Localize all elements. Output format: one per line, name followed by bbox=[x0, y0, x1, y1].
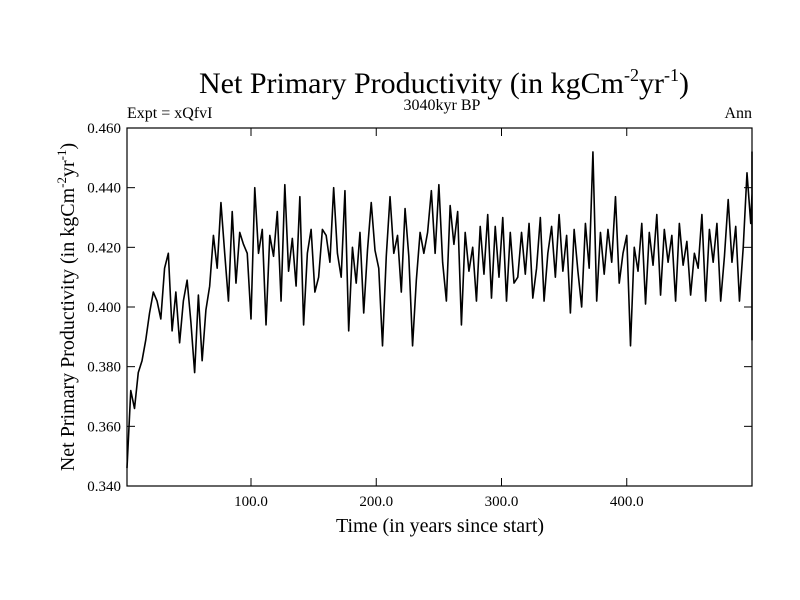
chart-title-sup1: -2 bbox=[624, 65, 639, 85]
y-tick-label-2: 0.380 bbox=[87, 360, 121, 376]
chart-title-mid: yr bbox=[639, 67, 664, 100]
subtitle-left: Expt = xQfvI bbox=[127, 105, 212, 122]
x-axis-ticks: 100.0 200.0 300.0 400.0 bbox=[234, 128, 644, 510]
y-tick-label-1: 0.360 bbox=[87, 419, 121, 435]
y-axis-ticks: 0.340 0.360 0.380 0.400 0.420 0.440 0.460 bbox=[87, 121, 752, 495]
x-tick-label-2: 300.0 bbox=[485, 494, 519, 510]
x-axis-label: Time (in years since start) bbox=[336, 515, 544, 537]
x-tick-label-1: 200.0 bbox=[359, 494, 393, 510]
y-axis-label: Net Primary Productivity (in kgCm-2yr-1) bbox=[54, 143, 79, 471]
npp-series-line bbox=[126, 151, 753, 469]
chart-title-sup2: -1 bbox=[664, 65, 679, 85]
plot-area: 0.340 0.360 0.380 0.400 0.420 0.440 0.460 100.… bbox=[87, 121, 753, 510]
y-tick-label-6: 0.460 bbox=[87, 121, 121, 137]
y-tick-label-0: 0.340 bbox=[87, 479, 121, 495]
chart-title-end: ) bbox=[679, 67, 689, 100]
chart-title-main: Net Primary Productivity (in kgCm bbox=[199, 67, 624, 100]
y-tick-label-4: 0.420 bbox=[87, 240, 121, 256]
y-tick-label-3: 0.400 bbox=[87, 300, 121, 316]
x-tick-label-3: 400.0 bbox=[610, 494, 644, 510]
subtitle-right: Ann bbox=[724, 105, 752, 122]
y-tick-label-5: 0.440 bbox=[87, 181, 121, 197]
y-axis-label-mid: yr bbox=[57, 160, 79, 177]
y-axis-label-main: Net Primary Productivity (in kgCm bbox=[57, 187, 79, 471]
chart-title: Net Primary Productivity (in kgCm-2yr-1) bbox=[199, 65, 689, 100]
y-axis-label-end: ) bbox=[57, 143, 79, 150]
plot-frame bbox=[126, 127, 753, 487]
y-axis-label-sup1: -2 bbox=[54, 177, 69, 188]
y-axis-label-sup2: -1 bbox=[54, 150, 69, 161]
subtitle-center: 3040kyr BP bbox=[404, 97, 481, 114]
x-tick-label-0: 100.0 bbox=[234, 494, 268, 510]
